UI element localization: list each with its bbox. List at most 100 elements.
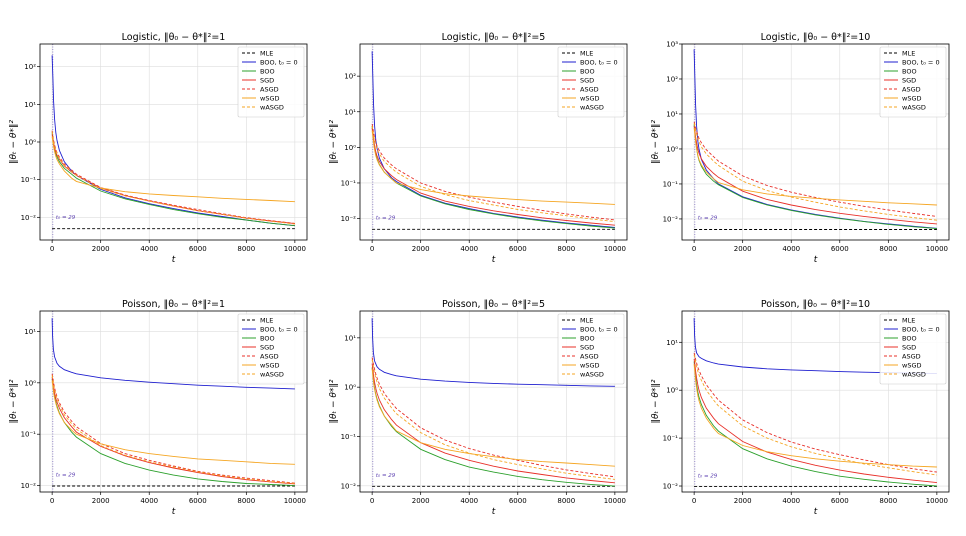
legend-label-5: wSGD — [902, 94, 921, 102]
legend-label-5: wSGD — [260, 94, 279, 102]
x-tick-label: 2000 — [92, 497, 110, 505]
panel-title: Logistic, ‖θ₀ − θ*‖²=5 — [442, 32, 546, 43]
axes-frame — [39, 310, 308, 493]
y-tick-label: 10⁻² — [341, 482, 357, 490]
legend-label-6: wASGD — [902, 103, 926, 111]
panel-title: Poisson, ‖θ₀ − θ*‖²=10 — [761, 299, 870, 310]
panel-title: Logistic, ‖θ₀ − θ*‖²=10 — [761, 32, 871, 43]
legend-label-6: wASGD — [260, 370, 284, 378]
series-group — [693, 318, 937, 487]
series-line-5 — [51, 380, 295, 465]
x-tick-label: 2000 — [92, 245, 110, 253]
legend-label-3: SGD — [580, 343, 594, 351]
legend-label-3: SGD — [260, 343, 274, 351]
y-axis-label: ‖θₜ − θ*‖² — [329, 379, 339, 423]
y-tick-label: 10⁰ — [24, 379, 36, 387]
series-line-1 — [371, 51, 615, 228]
x-tick-label: 2000 — [412, 497, 430, 505]
legend-box — [557, 46, 625, 118]
y-axis-label: ‖θₜ − θ*‖² — [329, 120, 339, 164]
x-tick-label: 2000 — [734, 245, 752, 253]
y-tick-label: 10⁰ — [344, 384, 356, 392]
t0-annotation: t₀ = 29 — [56, 215, 76, 221]
legend-label-1: BOO, t₀ = 0 — [902, 325, 940, 333]
y-tick-label: 10⁻¹ — [341, 179, 357, 187]
series-line-4 — [693, 352, 937, 473]
series-line-1 — [371, 318, 615, 387]
t0-annotation: t₀ = 29 — [698, 216, 718, 222]
x-tick-label: 10000 — [926, 497, 948, 505]
series-line-5 — [51, 136, 295, 203]
legend-label-3: SGD — [902, 343, 916, 351]
legend-label-3: SGD — [260, 76, 274, 84]
series-line-4 — [51, 130, 295, 224]
legend-label-1: BOO, t₀ = 0 — [260, 58, 298, 66]
series-line-3 — [693, 358, 937, 484]
x-axis-label: t — [172, 255, 176, 265]
y-tick-label: 10³ — [666, 41, 678, 49]
x-tick-label: 4000 — [140, 245, 158, 253]
series-line-6 — [693, 122, 937, 221]
legend-label-2: BOO — [580, 334, 595, 342]
legend-label-3: SGD — [580, 76, 594, 84]
legend-label-6: wASGD — [902, 370, 926, 378]
y-tick-label: 10⁻¹ — [341, 433, 357, 441]
x-tick-label: 0 — [50, 245, 54, 253]
x-tick-label: 6000 — [831, 497, 849, 505]
legend-label-6: wASGD — [260, 103, 284, 111]
legend-box — [879, 313, 947, 385]
series-line-5 — [371, 368, 615, 467]
x-tick-label: 6000 — [189, 245, 207, 253]
legend-label-5: wSGD — [580, 361, 599, 369]
y-tick-label: 10⁰ — [666, 387, 678, 395]
y-tick-label: 10¹ — [24, 328, 36, 336]
legend-label-2: BOO — [260, 334, 275, 342]
y-tick-label: 10⁻² — [21, 214, 37, 222]
x-tick-label: 4000 — [782, 497, 800, 505]
series-group — [51, 55, 295, 230]
x-axis-label: t — [814, 255, 818, 265]
axes-frame — [681, 43, 950, 241]
legend-box — [557, 313, 625, 385]
series-line-6 — [371, 359, 615, 480]
axes-frame — [359, 310, 628, 493]
panel-title: Poisson, ‖θ₀ − θ*‖²=5 — [442, 299, 545, 310]
legend-label-0: MLE — [902, 49, 915, 57]
x-tick-label: 0 — [50, 497, 54, 505]
x-tick-label: 10000 — [926, 245, 948, 253]
y-tick-label: 10² — [666, 75, 678, 83]
legend-label-1: BOO, t₀ = 0 — [902, 58, 940, 66]
series-line-6 — [371, 125, 615, 223]
x-tick-label: 10000 — [604, 245, 626, 253]
x-tick-label: 6000 — [189, 497, 207, 505]
x-tick-label: 8000 — [237, 245, 255, 253]
series-line-2 — [51, 378, 295, 487]
legend-label-2: BOO — [902, 67, 917, 75]
x-tick-label: 6000 — [509, 497, 527, 505]
series-line-5 — [693, 127, 937, 206]
legend-label-5: wSGD — [902, 361, 921, 369]
legend-label-1: BOO, t₀ = 0 — [580, 58, 618, 66]
panel-4: 0 2000 4000 6000 8000 10000 10⁻² 10⁻¹ 10⁰ 10¹ Pois… — [9, 299, 308, 517]
series-group — [371, 318, 615, 487]
y-axis-label: ‖θₜ − θ*‖² — [651, 379, 661, 423]
t0-annotation: t₀ = 29 — [698, 474, 718, 480]
x-tick-label: 6000 — [509, 245, 527, 253]
panel-6: 0 2000 4000 6000 8000 10000 10⁻² 10⁻¹ 10⁰ 10¹ Pois… — [651, 299, 950, 517]
x-axis-label: t — [814, 507, 818, 517]
y-tick-label: 10⁰ — [24, 139, 36, 147]
y-tick-label: 10¹ — [24, 101, 36, 109]
y-tick-label: 10² — [24, 63, 36, 71]
panel-5: 0 2000 4000 6000 8000 10000 10⁻² 10⁻¹ 10⁰ 10¹ Pois… — [329, 299, 628, 517]
series-group — [51, 318, 295, 487]
series-line-6 — [51, 375, 295, 484]
x-tick-label: 4000 — [460, 245, 478, 253]
series-line-3 — [693, 126, 937, 225]
series-line-1 — [51, 318, 295, 390]
y-axis-label: ‖θₜ − θ*‖² — [651, 120, 661, 164]
legend-label-0: MLE — [260, 49, 273, 57]
y-tick-label: 10⁻¹ — [21, 431, 37, 439]
legend-label-3: SGD — [902, 76, 916, 84]
x-tick-label: 8000 — [879, 245, 897, 253]
legend-label-1: BOO, t₀ = 0 — [580, 325, 618, 333]
